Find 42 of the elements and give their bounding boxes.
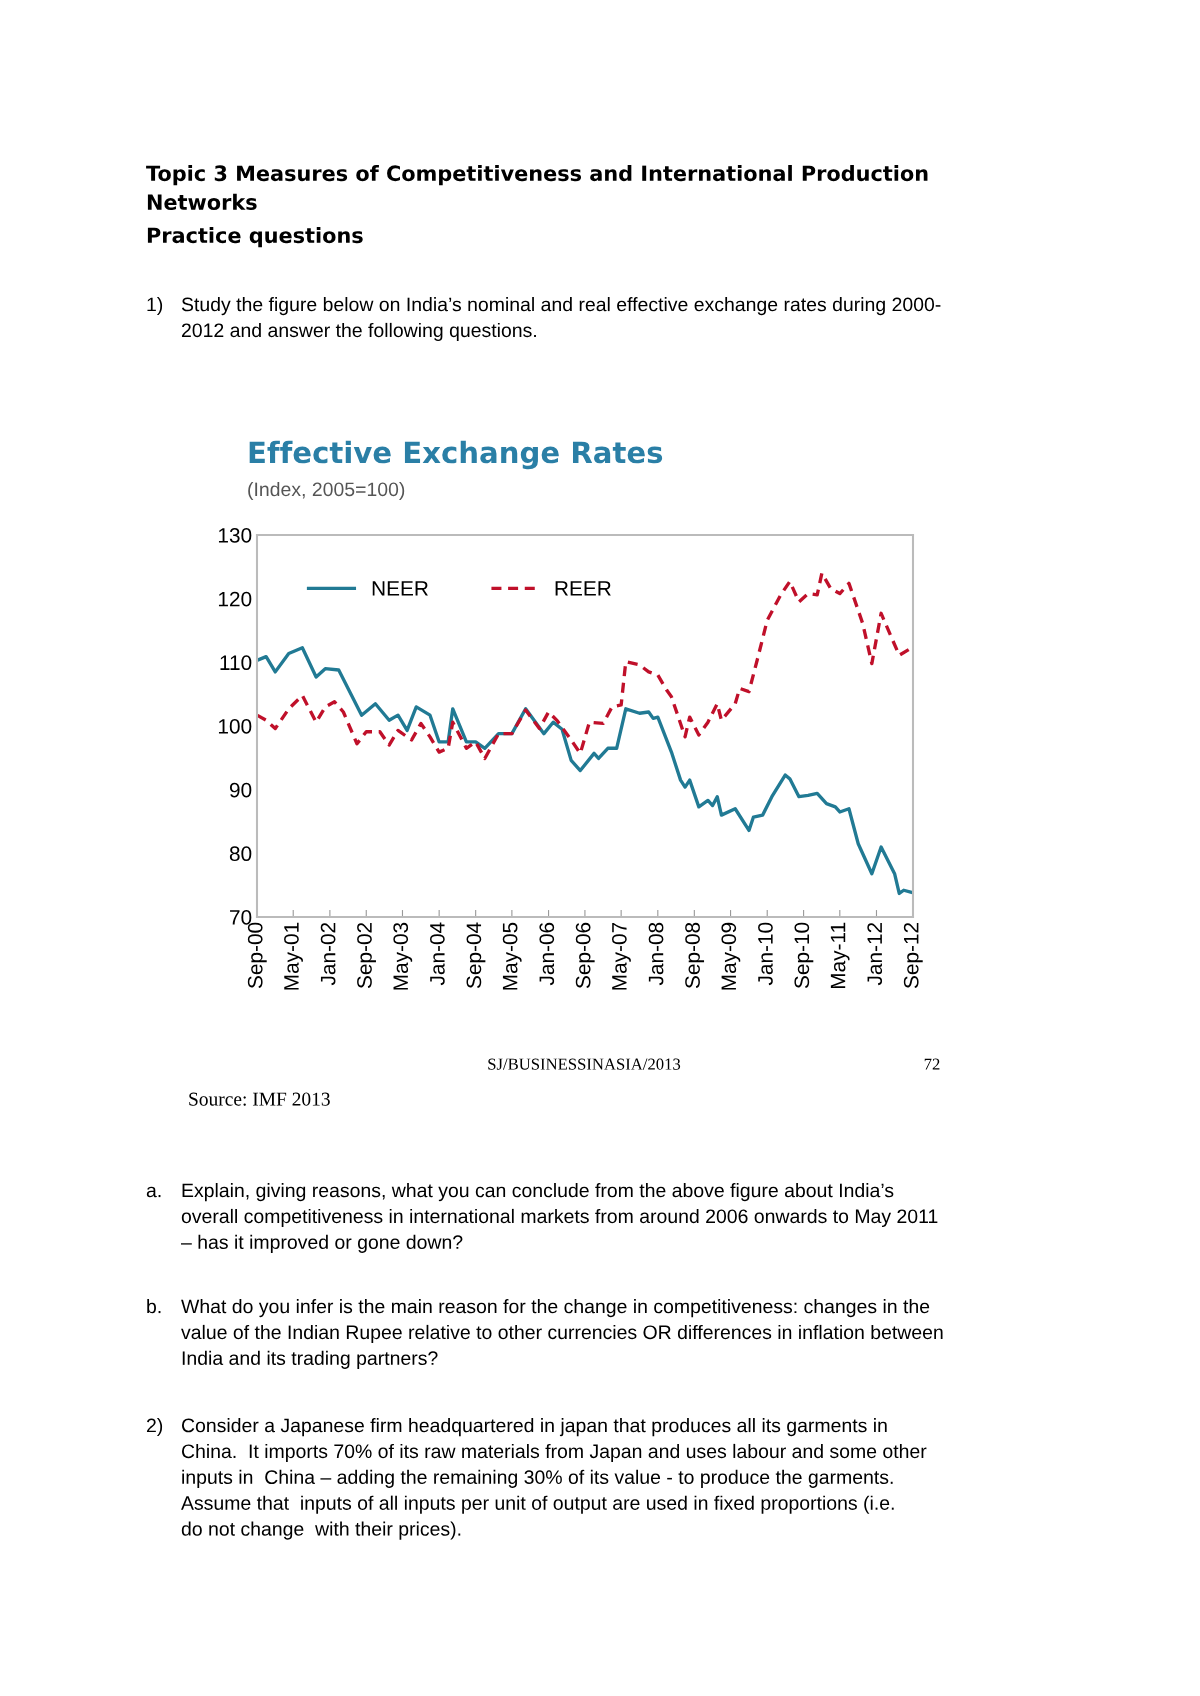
text: SJ/BUSINESSINASIA/2013: [488, 1058, 681, 1070]
legend-label: REER: [555, 581, 611, 596]
y-tick-label: 110: [220, 655, 252, 671]
y-tick-label: 100: [218, 719, 252, 734]
chart-subtitle: (Index, 2005=100): [248, 481, 405, 501]
text: 72: [924, 1058, 940, 1070]
y-tick-label: 120: [218, 591, 252, 607]
y-tick-label: 80: [229, 846, 252, 862]
y-tick-label: 90: [229, 782, 252, 798]
line-series: [257, 646, 913, 896]
text: What do you infer is the main reason for the change in competitiveness: changes in the value of the Indian Rupee relative to other currencies OR differences in inflation between India and its trading partners?: [181, 1299, 943, 1369]
x-tick-label: Sep-06: [575, 922, 595, 989]
x-tick-label: Jan-04: [429, 922, 445, 986]
x-tick-label: Jan-02: [320, 922, 336, 986]
x-tick-label: Jan-08: [648, 922, 664, 986]
x-tick-label: Jan-10: [758, 922, 773, 986]
x-tick-label: Sep-12: [903, 922, 923, 989]
x-tick-label: Jan-12: [867, 922, 883, 986]
x-tick-label: Sep-10: [794, 922, 814, 989]
text: 1): [147, 297, 163, 316]
x-tick-label: Jan-06: [539, 922, 555, 986]
text: Study the figure below on India’s nominal and real effective exchange rates during 2000- 2012 and answer the following questions.: [181, 297, 941, 341]
y-tick-label: 130: [218, 528, 252, 543]
text: 2): [146, 1418, 163, 1437]
x-tick-label: May-09: [721, 922, 741, 990]
legend-label: NEER: [372, 581, 428, 596]
text: Consider a Japanese firm headquartered in japan that produces all its garments in China. It imports 70% of its raw materials from Japan and uses labour and some other inputs in China – adding the remaining 30% of its value - to produce the garments. Assume that inputs of all inputs per unit of output are used in fixed proportions (i.e. do not change with their prices).: [181, 1418, 927, 1540]
x-tick-label: Sep-08: [685, 922, 705, 989]
x-tick-label: Sep-04: [466, 922, 486, 989]
text: Explain, giving reasons, what you can conclude from the above figure about India’s overall competitiveness in international markets from around 2006 onwards to May 2011 – has it improved or gone down?: [181, 1183, 938, 1253]
x-tick-label: May-07: [611, 922, 631, 990]
x-tick-label: Sep-02: [357, 922, 376, 989]
x-tick-label: May-11: [830, 922, 850, 989]
chart-title: Effective Exchange Rates: [249, 440, 663, 470]
text: Practice questions: [147, 227, 363, 248]
text: b.: [147, 1299, 161, 1314]
x-tick-label: May-01: [284, 922, 303, 990]
text: Topic 3 Measures of Competitiveness and International Production Networks: [146, 165, 928, 210]
x-tick-label: May-03: [393, 922, 413, 990]
x-tick-label: May-05: [502, 922, 522, 990]
source-note: Source: IMF 2013: [189, 1092, 330, 1106]
text: a.: [146, 1186, 161, 1198]
